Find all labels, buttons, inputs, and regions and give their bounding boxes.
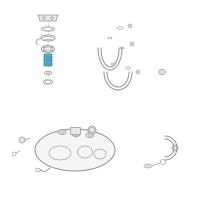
Ellipse shape <box>42 46 54 52</box>
FancyBboxPatch shape <box>44 54 52 66</box>
Ellipse shape <box>58 130 66 134</box>
Ellipse shape <box>86 132 94 138</box>
Ellipse shape <box>72 132 80 136</box>
Bar <box>70 127 80 134</box>
Polygon shape <box>38 15 58 21</box>
Ellipse shape <box>35 129 115 171</box>
Ellipse shape <box>88 126 96 134</box>
